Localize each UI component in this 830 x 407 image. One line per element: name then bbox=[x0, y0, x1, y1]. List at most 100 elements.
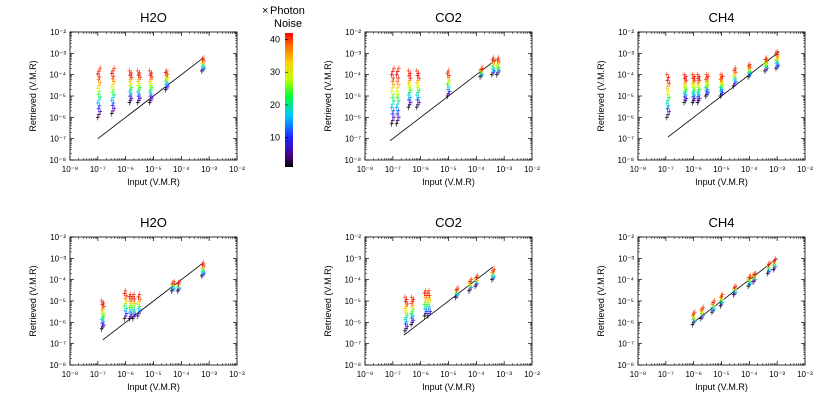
y-tick-label: 10⁻⁷ bbox=[50, 135, 66, 144]
y-tick-label: 10⁻³ bbox=[345, 49, 361, 58]
x-tick-label: 10⁻⁵ bbox=[440, 165, 456, 174]
x-tick-label: 10⁻⁴ bbox=[173, 165, 190, 174]
panel-co2-bottom: CO2 10⁻⁸ 10⁻⁷ 10⁻⁶ 10⁻⁵ 10⁻⁴ 10⁻³ 10⁻² 10⁻² 10⁻³ 1… bbox=[323, 215, 540, 392]
one-to-one-line bbox=[389, 59, 497, 142]
panel-title: CH4 bbox=[708, 10, 734, 25]
x-tick-label: 10⁻⁶ bbox=[685, 165, 701, 174]
colorbar-symbol: × bbox=[262, 5, 268, 17]
x-tick-label: 10⁻⁷ bbox=[658, 165, 674, 174]
panel-ch4-bottom: CH4 10⁻⁸ 10⁻⁷ 10⁻⁶ 10⁻⁵ 10⁻⁴ 10⁻³ 10⁻² 10⁻² 10⁻³ 1… bbox=[596, 215, 813, 392]
one-to-one-line bbox=[667, 51, 780, 138]
y-tick-label: 10⁻⁵ bbox=[618, 297, 634, 306]
y-tick-label: 10⁻³ bbox=[618, 254, 634, 263]
y-tick-label: 10⁻⁷ bbox=[345, 340, 361, 349]
x-tick-label: 10⁻⁵ bbox=[145, 165, 161, 174]
one-to-one-line bbox=[403, 266, 494, 336]
x-tick-label: 10⁻³ bbox=[496, 370, 512, 379]
panel-title: H2O bbox=[140, 10, 167, 25]
y-tick-label: 10⁻⁸ bbox=[345, 156, 362, 165]
x-axis-label: Input (V.M.R) bbox=[422, 382, 475, 392]
colorbar-tick-label: 20 bbox=[270, 100, 280, 110]
x-tick-label: 10⁻⁸ bbox=[357, 165, 374, 174]
panel-h2o-top: H2O 10⁻⁸ 10⁻⁷ 10⁻⁶ 10⁻⁵ 10⁻⁴ 10⁻³ 10⁻² 10⁻² 10⁻³ 1… bbox=[28, 10, 245, 187]
x-tick-label: 10⁻³ bbox=[201, 370, 217, 379]
x-tick-label: 10⁻³ bbox=[769, 165, 785, 174]
y-tick-label: 10⁻⁷ bbox=[345, 135, 361, 144]
y-axis-label: Retrieved (V.M.R) bbox=[28, 60, 38, 131]
y-tick-label: 10⁻² bbox=[345, 28, 361, 37]
colorbar-tick-label: 30 bbox=[270, 67, 280, 77]
y-tick-label: 10⁻⁶ bbox=[618, 318, 634, 327]
y-tick-label: 10⁻⁴ bbox=[49, 71, 66, 80]
x-tick-label: 10⁻³ bbox=[769, 370, 785, 379]
x-axis-label: Input (V.M.R) bbox=[695, 177, 748, 187]
y-tick-label: 10⁻² bbox=[345, 233, 361, 242]
x-tick-label: 10⁻³ bbox=[201, 165, 217, 174]
x-tick-label: 10⁻⁴ bbox=[741, 165, 758, 174]
x-tick-label: 10⁻² bbox=[797, 165, 813, 174]
y-axis-label: Retrieved (V.M.R) bbox=[323, 265, 333, 336]
x-axis-label: Input (V.M.R) bbox=[695, 382, 748, 392]
panel-title: CO2 bbox=[435, 10, 462, 25]
y-tick-label: 10⁻⁷ bbox=[618, 340, 634, 349]
y-tick-label: 10⁻⁷ bbox=[50, 340, 66, 349]
y-tick-label: 10⁻² bbox=[618, 233, 634, 242]
x-tick-label: 10⁻⁷ bbox=[658, 370, 674, 379]
y-tick-label: 10⁻⁶ bbox=[345, 113, 361, 122]
x-tick-label: 10⁻⁷ bbox=[385, 165, 401, 174]
colorbar: × Photon Noise 40 30 20 10 bbox=[262, 5, 305, 167]
one-to-one-line bbox=[102, 262, 204, 341]
x-tick-label: 10⁻⁸ bbox=[357, 370, 374, 379]
y-tick-label: 10⁻⁶ bbox=[50, 318, 66, 327]
x-tick-label: 10⁻⁷ bbox=[90, 165, 106, 174]
colorbar-tick-label: 40 bbox=[270, 35, 280, 45]
y-tick-label: 10⁻⁴ bbox=[344, 276, 361, 285]
y-tick-label: 10⁻³ bbox=[618, 49, 634, 58]
colorbar-title-line2: Noise bbox=[274, 18, 302, 30]
x-tick-label: 10⁻⁶ bbox=[412, 370, 428, 379]
y-tick-label: 10⁻⁵ bbox=[50, 92, 66, 101]
colorbar-title-line1: Photon bbox=[270, 5, 305, 17]
x-tick-label: 10⁻⁷ bbox=[385, 370, 401, 379]
x-tick-label: 10⁻⁶ bbox=[117, 370, 133, 379]
x-tick-label: 10⁻⁴ bbox=[468, 165, 485, 174]
x-tick-label: 10⁻⁵ bbox=[713, 165, 729, 174]
y-tick-label: 10⁻⁴ bbox=[344, 71, 361, 80]
y-axis-label: Retrieved (V.M.R) bbox=[323, 60, 333, 131]
y-tick-label: 10⁻³ bbox=[50, 49, 66, 58]
y-tick-label: 10⁻⁵ bbox=[345, 297, 361, 306]
x-tick-label: 10⁻⁶ bbox=[685, 370, 701, 379]
x-tick-label: 10⁻⁷ bbox=[90, 370, 106, 379]
panel-title: CO2 bbox=[435, 215, 462, 230]
x-tick-label: 10⁻⁵ bbox=[440, 370, 456, 379]
y-tick-label: 10⁻⁵ bbox=[618, 92, 634, 101]
y-tick-label: 10⁻⁴ bbox=[49, 276, 66, 285]
y-tick-label: 10⁻⁶ bbox=[50, 113, 66, 122]
x-tick-label: 10⁻² bbox=[524, 165, 540, 174]
x-tick-label: 10⁻⁸ bbox=[62, 370, 79, 379]
x-tick-label: 10⁻⁸ bbox=[62, 165, 79, 174]
y-tick-label: 10⁻⁴ bbox=[617, 71, 634, 80]
panel-h2o-bottom: H2O 10⁻⁸ 10⁻⁷ 10⁻⁶ 10⁻⁵ 10⁻⁴ 10⁻³ 10⁻² 10⁻² 10⁻³ 1… bbox=[28, 215, 245, 392]
y-axis-label: Retrieved (V.M.R) bbox=[596, 265, 606, 336]
y-tick-label: 10⁻⁸ bbox=[50, 361, 67, 370]
x-tick-label: 10⁻⁶ bbox=[117, 165, 133, 174]
panel-co2-top: CO2 10⁻⁸ 10⁻⁷ 10⁻⁶ 10⁻⁵ 10⁻⁴ 10⁻³ 10⁻² 10⁻² 10⁻³ 1… bbox=[323, 10, 540, 187]
y-tick-label: 10⁻² bbox=[618, 28, 634, 37]
y-tick-label: 10⁻⁴ bbox=[617, 276, 634, 285]
x-axis-label: Input (V.M.R) bbox=[422, 177, 475, 187]
y-tick-label: 10⁻⁵ bbox=[345, 92, 361, 101]
colorbar-tick-label: 10 bbox=[270, 133, 280, 143]
y-tick-label: 10⁻⁶ bbox=[345, 318, 361, 327]
x-axis-label: Input (V.M.R) bbox=[127, 177, 180, 187]
x-tick-label: 10⁻³ bbox=[496, 165, 512, 174]
x-tick-label: 10⁻⁸ bbox=[630, 370, 647, 379]
y-tick-label: 10⁻⁵ bbox=[50, 297, 66, 306]
x-tick-label: 10⁻² bbox=[229, 165, 245, 174]
x-tick-label: 10⁻⁵ bbox=[145, 370, 161, 379]
x-tick-label: 10⁻⁴ bbox=[741, 370, 758, 379]
y-tick-label: 10⁻⁶ bbox=[618, 113, 634, 122]
y-tick-label: 10⁻² bbox=[50, 28, 66, 37]
x-tick-label: 10⁻⁵ bbox=[713, 370, 729, 379]
